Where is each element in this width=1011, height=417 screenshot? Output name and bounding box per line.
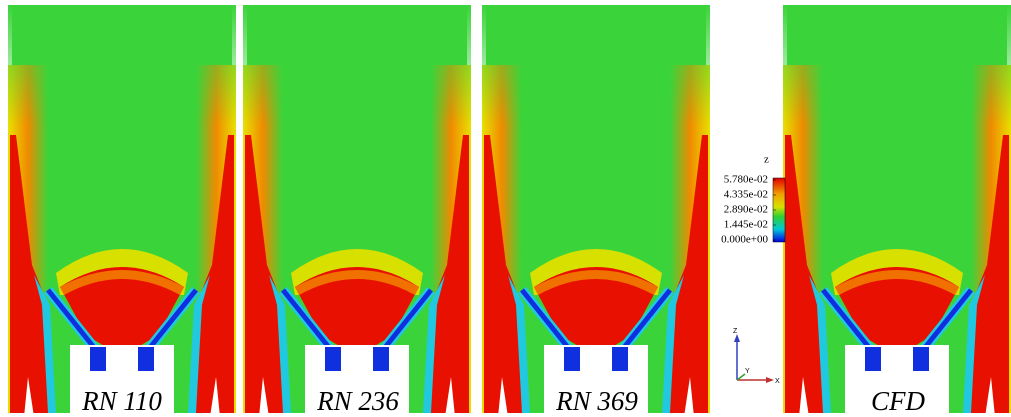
- colorbar-tick-label: 0.000e+00: [721, 234, 768, 246]
- contour-panel: [783, 5, 1011, 417]
- contour-panel: [482, 5, 710, 417]
- triad-label: X: [775, 378, 780, 385]
- triad-axis: [736, 373, 746, 381]
- triad-arrow: [766, 377, 774, 383]
- axes-triad: Z Y X: [733, 328, 780, 385]
- panel-label: RN 236: [316, 386, 399, 416]
- colorbar: z 5.780e-02 4.335e-02 2.890e-02 1.445e-02 0.…: [721, 154, 786, 246]
- panel-label: RN 110: [81, 386, 162, 416]
- contour-panel: [243, 5, 471, 417]
- colorbar-tick-label: 5.780e-02: [724, 174, 768, 186]
- colorbar-title: z: [764, 154, 769, 166]
- colorbar-tick-label: 1.445e-02: [724, 219, 768, 231]
- contour-panel: [8, 5, 236, 417]
- panel-label: RN 369: [555, 386, 638, 416]
- triad-label: Y: [745, 368, 750, 375]
- colorbar-tick-label: 2.890e-02: [724, 204, 768, 216]
- triad-arrow: [734, 334, 740, 342]
- panel-label: CFD: [871, 386, 926, 416]
- colorbar-tick-label: 4.335e-02: [724, 189, 768, 201]
- triad-label: Z: [733, 328, 738, 335]
